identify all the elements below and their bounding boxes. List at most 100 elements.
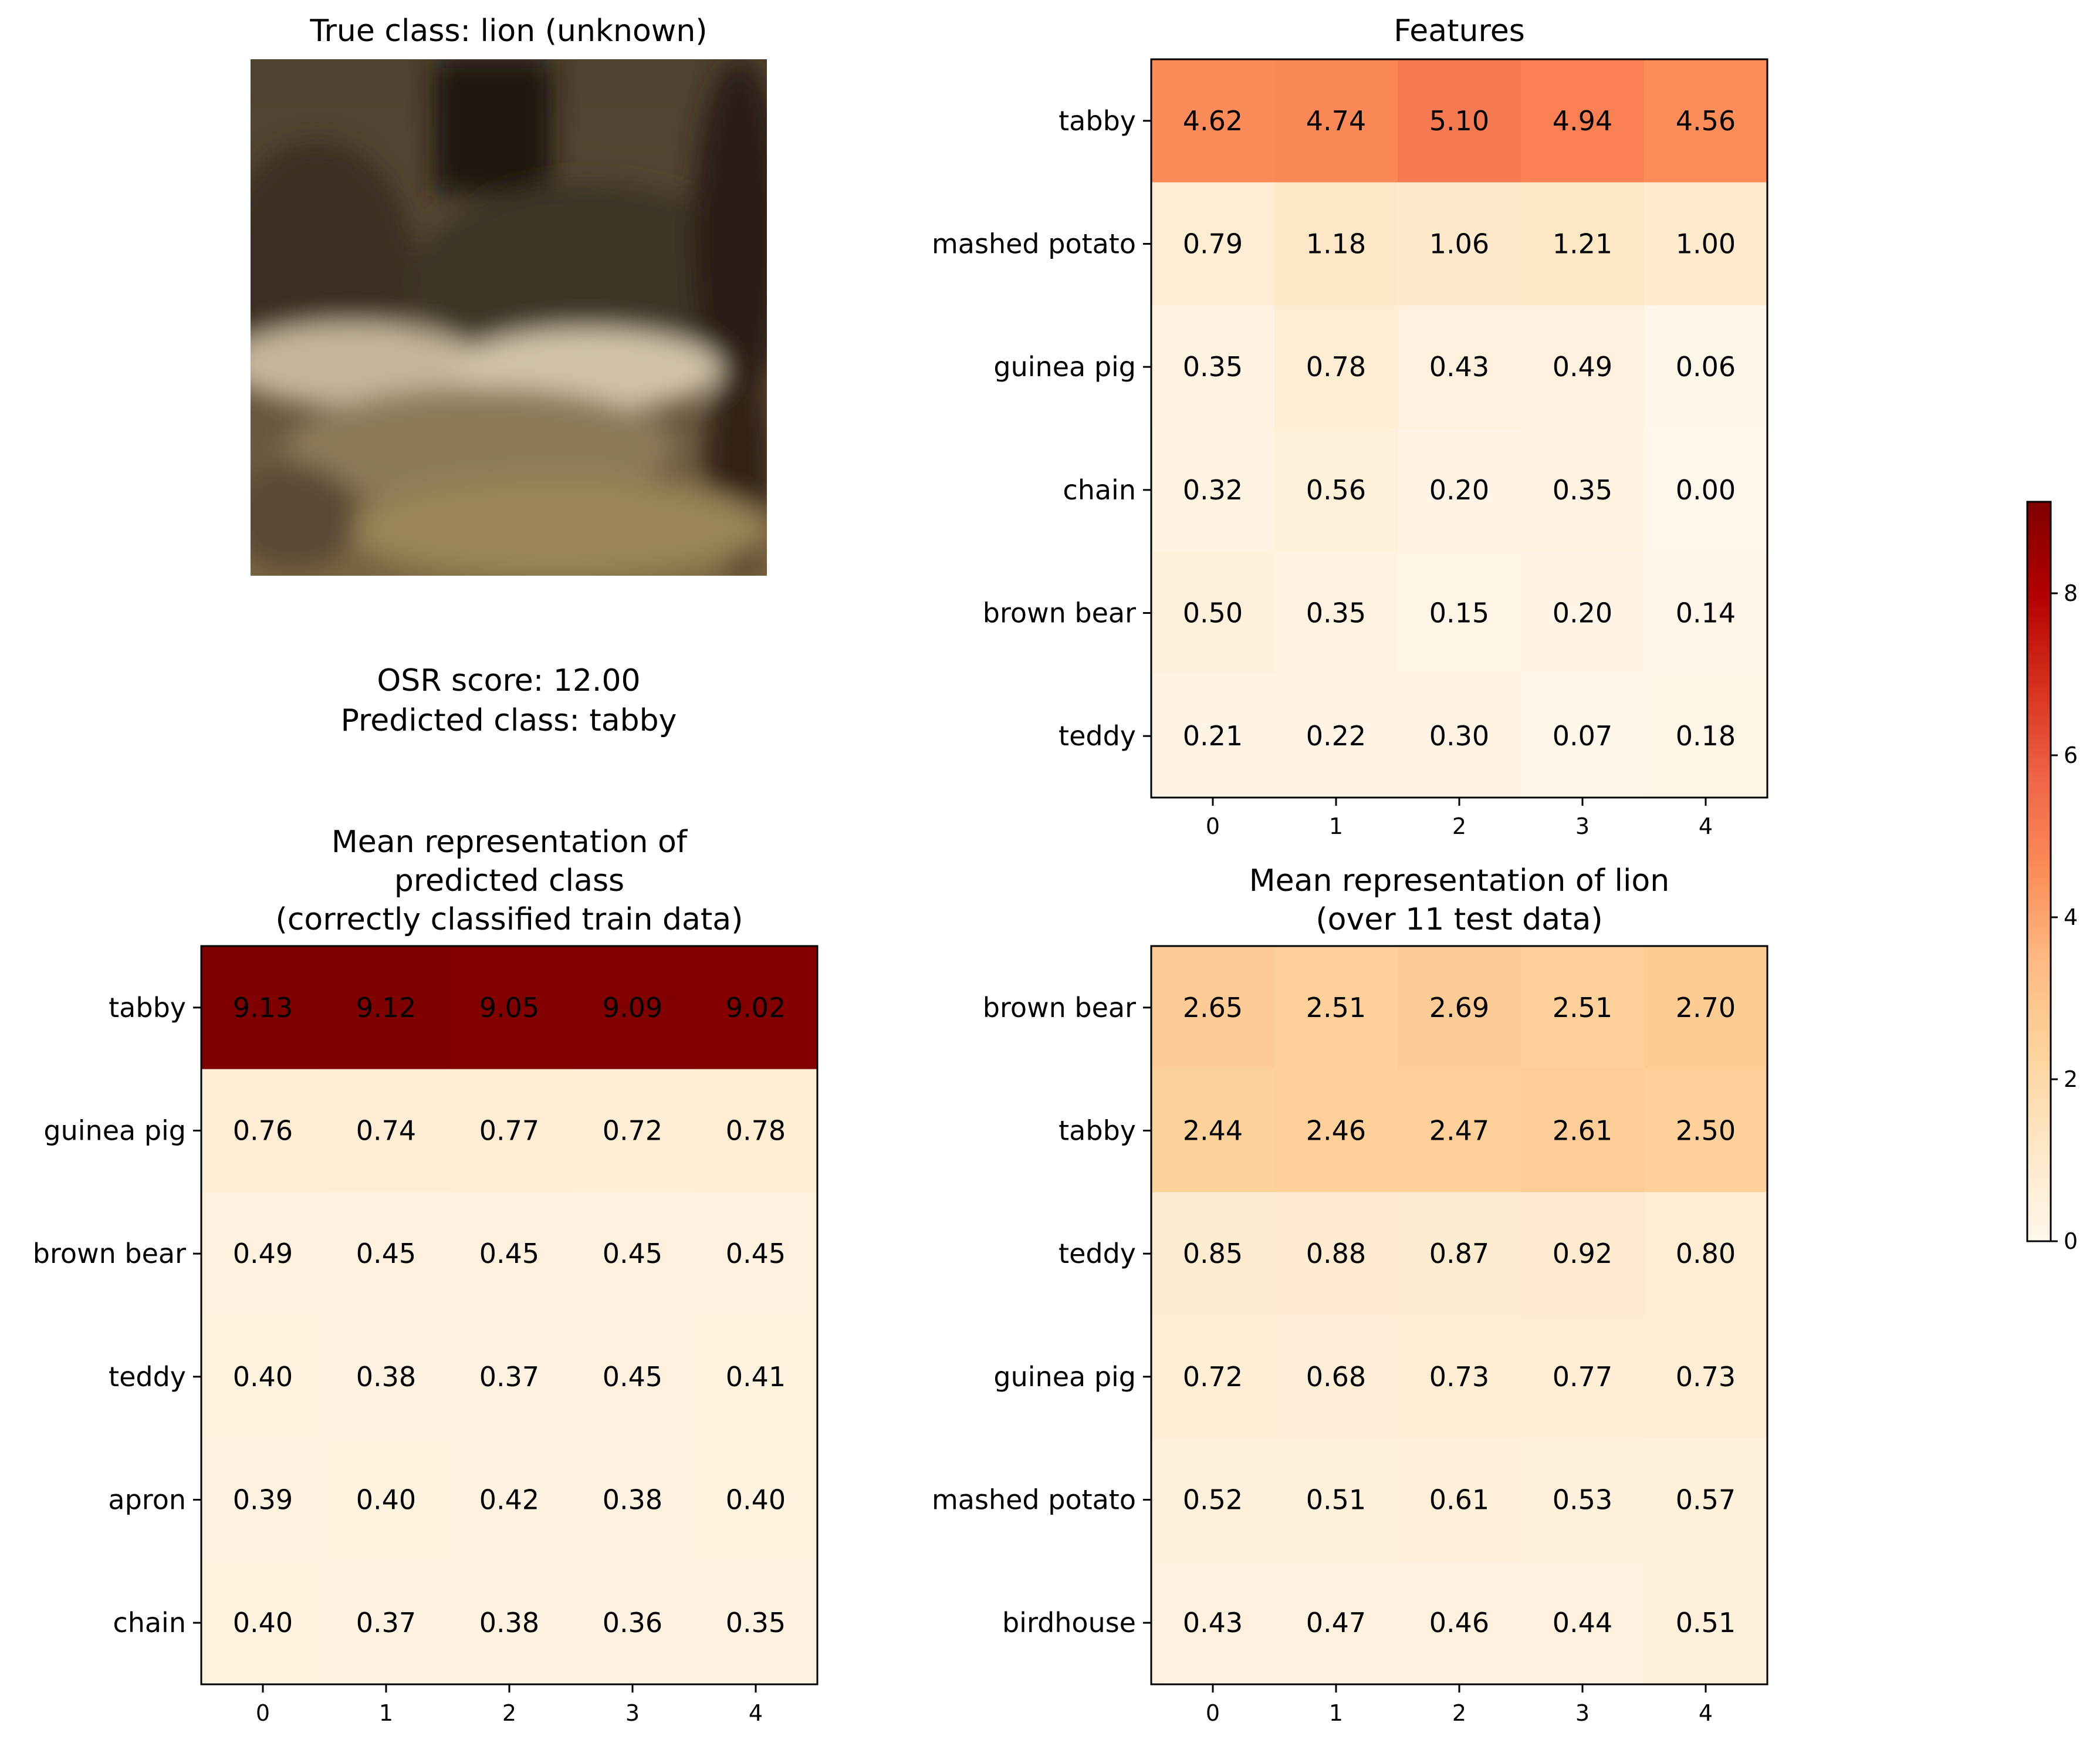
heatmap-cell	[1398, 428, 1521, 552]
cell-value-label: 0.37	[356, 1607, 416, 1639]
y-tick-label: chain	[1063, 474, 1136, 506]
cell-value-label: 2.44	[1183, 1115, 1243, 1147]
cell-value-label: 4.94	[1553, 105, 1612, 137]
heatmap-cell	[571, 1192, 695, 1316]
heatmap-cell	[1644, 1438, 1768, 1562]
cell-value-label: 0.52	[1183, 1484, 1243, 1516]
cell-value-label: 9.05	[479, 992, 539, 1023]
cell-value-label: 0.88	[1306, 1238, 1366, 1269]
cell-value-label: 9.02	[726, 992, 786, 1023]
y-tick-label: brown bear	[33, 1238, 186, 1269]
heatmap-title-line: (correctly classified train data)	[276, 902, 743, 937]
cell-value-label: 0.78	[726, 1115, 786, 1147]
cell-value-label: 0.45	[603, 1238, 662, 1269]
cell-value-label: 0.21	[1183, 720, 1243, 752]
x-tick-label: 2	[502, 1700, 516, 1726]
heatmap-cell	[1274, 59, 1398, 183]
cell-value-label: 0.20	[1553, 597, 1612, 629]
heatmap-cell	[1644, 305, 1768, 429]
cell-value-label: 0.46	[1429, 1607, 1489, 1639]
cell-value-label: 0.37	[479, 1361, 539, 1393]
cell-value-label: 0.57	[1676, 1484, 1736, 1516]
heatmap-cell	[1398, 1192, 1521, 1316]
cell-value-label: 2.70	[1676, 992, 1736, 1023]
colorbar-tick-label: 0	[2064, 1228, 2078, 1254]
heatmap-cell	[1398, 674, 1521, 798]
cell-value-label: 0.14	[1676, 597, 1736, 629]
cell-value-label: 0.38	[479, 1607, 539, 1639]
heatmap-cell	[1521, 1069, 1645, 1193]
input-image	[251, 59, 767, 576]
cell-value-label: 0.40	[356, 1484, 416, 1516]
y-tick-label: guinea pig	[43, 1115, 186, 1147]
cell-value-label: 0.38	[356, 1361, 416, 1393]
heatmap-cell	[1274, 1561, 1398, 1685]
colorbar-tick-label: 4	[2064, 904, 2078, 930]
cell-value-label: 0.61	[1429, 1484, 1489, 1516]
cell-value-label: 0.50	[1183, 597, 1243, 629]
heatmap-cell	[1398, 1561, 1521, 1685]
heatmap-cell	[1151, 946, 1275, 1070]
y-tick-label: tabby	[109, 992, 186, 1023]
cell-value-label: 0.79	[1183, 228, 1243, 260]
heatmap-cell	[571, 1438, 695, 1562]
heatmap-cell	[201, 1438, 325, 1562]
cell-value-label: 0.72	[1183, 1361, 1243, 1393]
heatmap-cell	[1274, 182, 1398, 306]
y-tick-label: guinea pig	[993, 1361, 1136, 1393]
heatmap-cell	[1521, 428, 1645, 552]
cell-value-label: 0.87	[1429, 1238, 1489, 1269]
heatmap-cell	[1151, 1069, 1275, 1193]
heatmap-cell	[1151, 1192, 1275, 1316]
heatmap-title-line: predicted class	[394, 863, 624, 898]
x-tick-label: 0	[256, 1700, 270, 1726]
heatmap-cell	[571, 1069, 695, 1193]
heatmap-cell	[1644, 428, 1768, 552]
y-tick-label: tabby	[1059, 105, 1136, 137]
x-tick-label: 4	[749, 1700, 763, 1726]
heatmap-cell	[448, 1561, 572, 1685]
x-tick-label: 1	[1329, 813, 1343, 839]
x-tick-label: 2	[1452, 813, 1466, 839]
cell-value-label: 0.30	[1429, 720, 1489, 752]
heatmap-cell	[1644, 1315, 1768, 1439]
heatmap-title-line: Mean representation of	[332, 825, 688, 860]
heatmap-cell	[1644, 946, 1768, 1070]
heatmap-cell	[1398, 1315, 1521, 1439]
heatmap-cell	[448, 1438, 572, 1562]
heatmap-cell	[1521, 1192, 1645, 1316]
heatmap-cell	[448, 1192, 572, 1316]
cell-value-label: 0.18	[1676, 720, 1736, 752]
heatmap-cell	[201, 1192, 325, 1316]
heatmap-cell	[1274, 946, 1398, 1070]
cell-value-label: 0.49	[1553, 351, 1612, 383]
cell-value-label: 1.18	[1306, 228, 1366, 260]
y-tick-label: brown bear	[983, 992, 1136, 1023]
cell-value-label: 4.74	[1306, 105, 1366, 137]
cell-value-label: 1.21	[1553, 228, 1612, 260]
heatmap-cell	[201, 1561, 325, 1685]
cell-value-label: 0.40	[233, 1361, 293, 1393]
y-tick-label: teddy	[109, 1361, 186, 1393]
heatmap-cell	[1274, 428, 1398, 552]
cell-value-label: 0.35	[1306, 597, 1366, 629]
heatmap-cell	[1151, 1315, 1275, 1439]
cell-value-label: 2.50	[1676, 1115, 1736, 1147]
cell-value-label: 0.35	[1183, 351, 1243, 383]
heatmap-cell	[1521, 946, 1645, 1070]
cell-value-label: 0.43	[1429, 351, 1489, 383]
cell-value-label: 0.73	[1676, 1361, 1736, 1393]
image-title: True class: lion (unknown)	[309, 13, 707, 49]
heatmap-cell	[571, 946, 695, 1070]
colorbar-frame	[2026, 501, 2052, 1242]
heatmap-cell	[1151, 428, 1275, 552]
heatmap-title-line: (over 11 test data)	[1316, 902, 1602, 937]
heatmap-cell	[1151, 551, 1275, 675]
colorbar-tick-label: 2	[2064, 1066, 2078, 1092]
cell-value-label: 0.41	[726, 1361, 786, 1393]
cell-value-label: 0.47	[1306, 1607, 1366, 1639]
heatmap-cell	[1644, 59, 1768, 183]
heatmap-cell	[1521, 305, 1645, 429]
